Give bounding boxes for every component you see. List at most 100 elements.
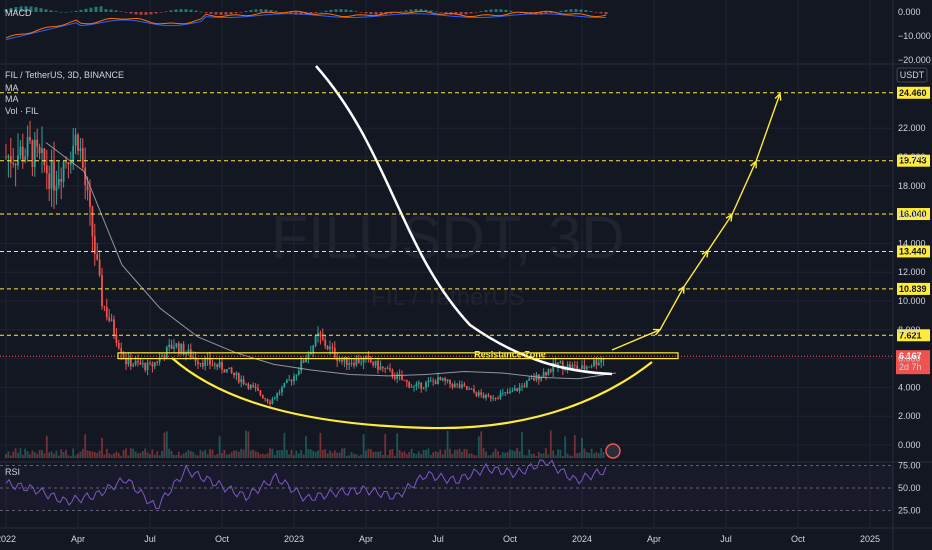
price-tick[interactable]: 8.000	[898, 325, 921, 335]
candle-body[interactable]	[492, 397, 495, 399]
candle-body[interactable]	[578, 368, 581, 370]
candle-body[interactable]	[225, 369, 228, 373]
candle-body[interactable]	[187, 349, 190, 354]
price-tick[interactable]: 22.000	[898, 123, 926, 133]
candle-body[interactable]	[396, 374, 399, 379]
candle-body[interactable]	[307, 354, 310, 359]
macd-panel[interactable]	[4, 6, 608, 41]
ma-legend-2[interactable]: MA	[5, 94, 19, 104]
candle-body[interactable]	[497, 397, 499, 399]
price-tick[interactable]: 14.000	[898, 238, 926, 248]
candle-body[interactable]	[281, 387, 283, 393]
time-label[interactable]: 2022	[0, 534, 16, 544]
candle-body[interactable]	[314, 335, 317, 346]
macd-tick[interactable]: −20.000	[898, 55, 931, 65]
candle-body[interactable]	[384, 368, 387, 369]
candle-body[interactable]	[139, 362, 142, 365]
target-level-tag[interactable]	[897, 282, 930, 295]
candle-body[interactable]	[101, 274, 103, 307]
candle-body[interactable]	[365, 355, 367, 358]
price-tick[interactable]: 10.000	[898, 296, 926, 306]
candle-body[interactable]	[41, 148, 43, 154]
time-label[interactable]: Jul	[720, 534, 732, 544]
candle-body[interactable]	[173, 346, 175, 349]
candle-body[interactable]	[367, 355, 370, 358]
candle-body[interactable]	[163, 355, 166, 358]
candle-body[interactable]	[55, 185, 58, 191]
candle-body[interactable]	[182, 343, 185, 355]
candle-body[interactable]	[293, 376, 295, 382]
candle-body[interactable]	[420, 382, 423, 389]
candle-body[interactable]	[175, 343, 178, 347]
candle-body[interactable]	[98, 259, 101, 275]
price-tick[interactable]: 0.000	[898, 440, 921, 450]
currency-button[interactable]	[896, 67, 928, 83]
candle-body[interactable]	[528, 378, 531, 381]
candle-body[interactable]	[557, 362, 559, 366]
candle-body[interactable]	[12, 163, 15, 165]
candle-body[interactable]	[386, 368, 389, 370]
candle-body[interactable]	[348, 363, 351, 365]
candle-body[interactable]	[273, 398, 276, 400]
candle-body[interactable]	[134, 360, 137, 365]
candle-body[interactable]	[504, 392, 507, 394]
candle-body[interactable]	[252, 385, 255, 387]
candle-body[interactable]	[336, 357, 339, 361]
candle-body[interactable]	[14, 164, 17, 166]
candle-body[interactable]	[461, 384, 463, 388]
candle-body[interactable]	[33, 139, 36, 168]
time-label[interactable]: Jul	[144, 534, 156, 544]
projection-arrow[interactable]	[611, 329, 661, 351]
candle-body[interactable]	[300, 360, 303, 371]
candle-body[interactable]	[146, 362, 149, 370]
candle-body[interactable]	[521, 385, 523, 387]
candle-body[interactable]	[602, 358, 605, 360]
candle-body[interactable]	[552, 362, 555, 372]
candle-body[interactable]	[573, 364, 576, 366]
target-level-tag[interactable]	[897, 329, 930, 342]
candle-body[interactable]	[53, 159, 55, 191]
target-level-tag[interactable]	[897, 86, 930, 99]
candle-body[interactable]	[31, 140, 34, 168]
candle-body[interactable]	[525, 380, 528, 387]
candle-body[interactable]	[444, 378, 447, 382]
candle-body[interactable]	[360, 362, 363, 364]
candle-body[interactable]	[353, 363, 355, 366]
target-level-tag[interactable]	[897, 208, 930, 221]
candle-body[interactable]	[283, 382, 286, 388]
candle-body[interactable]	[410, 387, 413, 388]
candle-body[interactable]	[432, 380, 435, 382]
candle-body[interactable]	[19, 146, 22, 156]
candle-body[interactable]	[245, 383, 247, 385]
candle-body[interactable]	[501, 392, 504, 394]
candle-body[interactable]	[593, 360, 595, 367]
candle-body[interactable]	[103, 306, 106, 307]
candle-body[interactable]	[197, 361, 199, 365]
candle-body[interactable]	[487, 394, 490, 396]
candle-body[interactable]	[372, 362, 375, 366]
candle-body[interactable]	[425, 382, 427, 388]
candle-body[interactable]	[249, 385, 252, 389]
candle-body[interactable]	[439, 377, 442, 381]
candle-body[interactable]	[345, 357, 348, 365]
candle-body[interactable]	[257, 388, 259, 391]
candle-body[interactable]	[132, 364, 135, 367]
price-tick[interactable]: 20.000	[898, 152, 926, 162]
candle-body[interactable]	[456, 383, 459, 385]
projection-arrow[interactable]	[731, 161, 757, 215]
candle-body[interactable]	[317, 333, 319, 336]
time-label[interactable]: Apr	[71, 534, 85, 544]
candle-body[interactable]	[89, 190, 91, 207]
candle-body[interactable]	[437, 377, 439, 385]
time-label[interactable]: Oct	[503, 534, 518, 544]
candle-body[interactable]	[312, 345, 315, 353]
rsi-tick[interactable]: 50.00	[898, 483, 921, 493]
ma-legend-1[interactable]: MA	[5, 83, 19, 93]
candle-body[interactable]	[86, 185, 89, 191]
candle-body[interactable]	[513, 388, 516, 391]
candle-body[interactable]	[125, 357, 127, 365]
candle-body[interactable]	[194, 357, 197, 362]
candle-body[interactable]	[204, 359, 207, 367]
candle-body[interactable]	[485, 394, 487, 398]
projection-arrow[interactable]	[659, 286, 685, 331]
